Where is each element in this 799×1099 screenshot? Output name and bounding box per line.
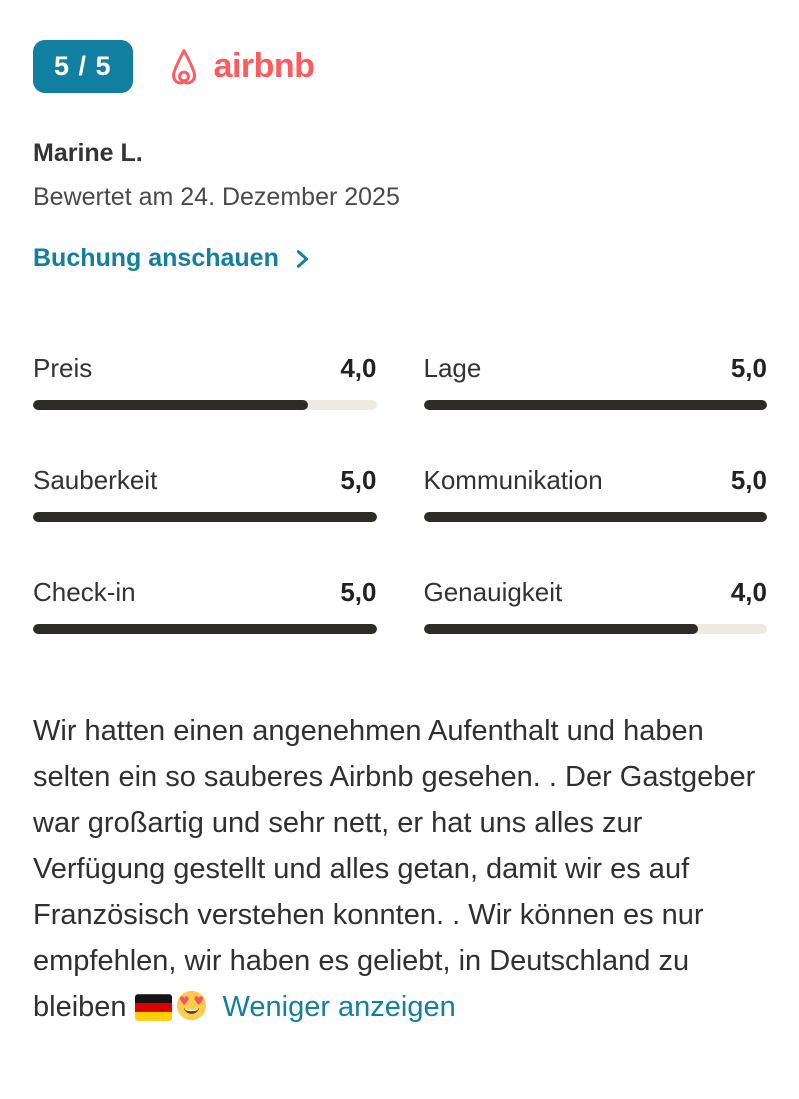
rating-item-sauberkeit: Sauberkeit 5,0 [33, 464, 377, 522]
rating-value: 5,0 [730, 465, 767, 495]
review-header: 5 / 5 airbnb [33, 40, 767, 93]
airbnb-logo: airbnb [163, 46, 315, 88]
rating-bar [423, 400, 767, 410]
rating-value: 5,0 [340, 577, 377, 607]
chevron-right-icon [291, 246, 313, 270]
germany-flag-icon [134, 994, 172, 1021]
svg-text:♥: ♥ [178, 994, 189, 1008]
rating-label: Genauigkeit [423, 577, 563, 607]
review-text: Wir hatten einen angenehmen Aufenthalt u… [33, 708, 767, 1030]
rating-value: 5,0 [340, 465, 377, 495]
rating-bar [423, 512, 767, 522]
review-card: 5 / 5 airbnb Marine L. Bewertet am 24. D… [33, 40, 767, 1030]
ratings-grid: Preis 4,0 Lage 5,0 Sauberkeit 5,0 Kommun… [33, 352, 767, 634]
rating-label: Kommunikation [423, 465, 603, 495]
rating-bar [423, 624, 767, 634]
rating-label: Check-in [33, 577, 136, 607]
rating-value: 4,0 [730, 577, 767, 607]
review-date: Bewertet am 24. Dezember 2025 [33, 183, 400, 211]
rating-item-genauigkeit: Genauigkeit 4,0 [423, 576, 767, 634]
review-text-body: Wir hatten einen angenehmen Aufenthalt u… [33, 715, 756, 1023]
rating-value: 4,0 [340, 353, 377, 383]
view-booking-link[interactable]: Buchung anschauen [33, 243, 313, 273]
rating-bar [33, 512, 377, 522]
rating-label: Sauberkeit [33, 465, 158, 495]
rating-label: Preis [33, 353, 93, 383]
svg-text:♥: ♥ [193, 994, 204, 1008]
score-badge: 5 / 5 [33, 40, 133, 93]
heart-eyes-emoji-icon: ♥ ♥ [176, 990, 207, 1021]
airbnb-belo-icon [163, 46, 205, 88]
show-less-link[interactable]: Weniger anzeigen [222, 991, 456, 1023]
rating-value: 5,0 [730, 353, 767, 383]
airbnb-wordmark: airbnb [213, 47, 315, 85]
rating-bar [33, 624, 377, 634]
rating-item-kommunikation: Kommunikation 5,0 [423, 464, 767, 522]
rating-bar [33, 400, 377, 410]
rating-item-check-in: Check-in 5,0 [33, 576, 377, 634]
view-booking-label: Buchung anschauen [33, 244, 279, 272]
reviewer-name: Marine L. [33, 139, 143, 167]
rating-item-lage: Lage 5,0 [423, 352, 767, 410]
rating-label: Lage [423, 353, 482, 383]
rating-item-preis: Preis 4,0 [33, 352, 377, 410]
